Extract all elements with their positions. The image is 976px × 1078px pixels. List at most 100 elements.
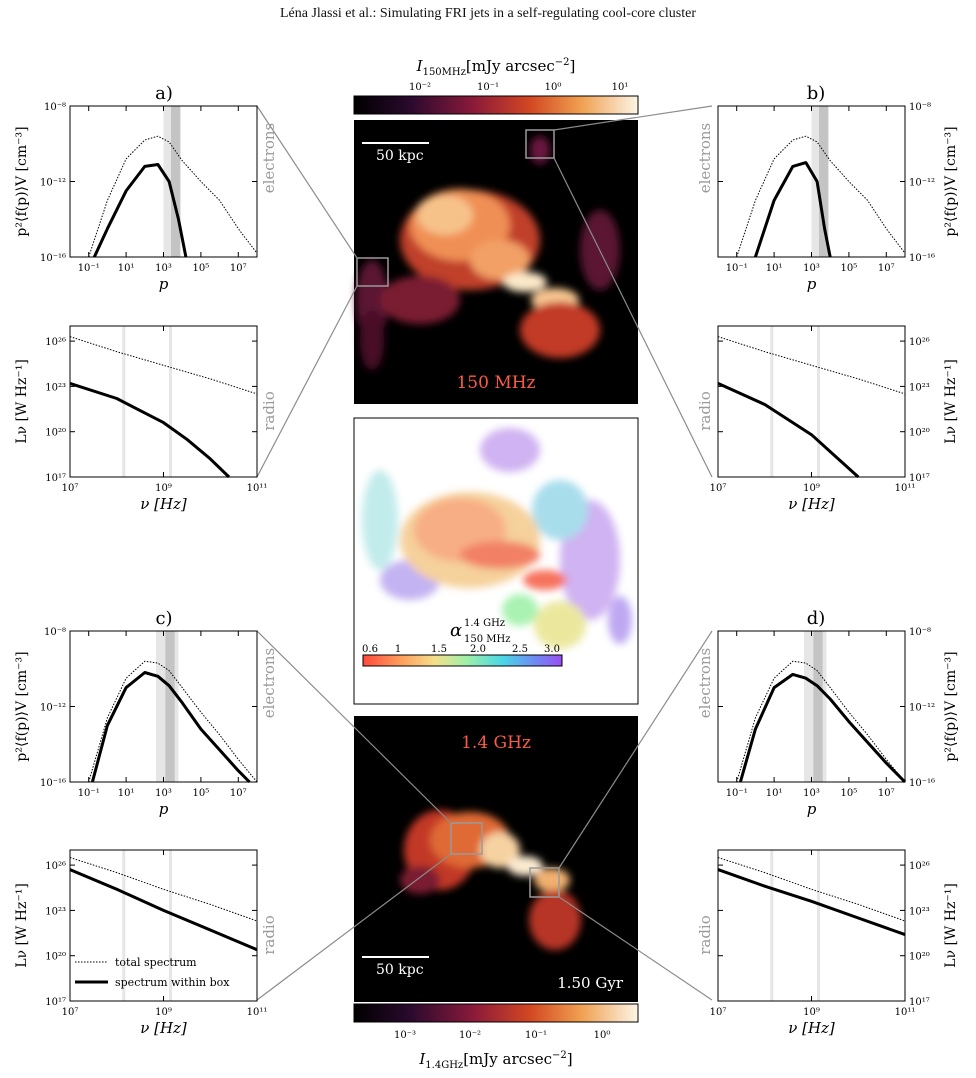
side-label: electrons: [260, 648, 278, 719]
panel-letter-a: a): [155, 83, 173, 104]
x-axis-label: p: [159, 275, 169, 293]
x-tick-label: 10⁷: [62, 483, 79, 494]
colorbar-bottom-tick-1: 10⁻²: [459, 1030, 481, 1041]
y-axis-label: p²⟨f(p)⟩V [cm⁻³]: [14, 126, 30, 236]
y-tick-label: 10²⁰: [45, 428, 66, 439]
y-tick-label: 10²³: [909, 906, 930, 917]
connector-c-top: [256, 630, 452, 824]
x-tick-label: 10¹¹: [895, 483, 916, 494]
x-tick-label: 10⁹: [803, 483, 820, 494]
x-tick-label: 10⁵: [193, 788, 210, 799]
x-axis-label: ν [Hz]: [140, 1019, 187, 1037]
side-label: radio: [696, 391, 714, 431]
region-box-d: [529, 867, 560, 898]
y-tick-label: 10⁻¹⁶: [909, 778, 935, 789]
subplot-c-radio: 10⁷ 10⁹ 10¹¹ 10²⁶ 10²³ 10²⁰ 10¹⁷ ν [Hz] Lν [W Hz…: [14, 849, 278, 1037]
x-axis-label: p: [159, 800, 169, 818]
connector-b-top: [553, 105, 713, 131]
spectral-index-map: α 1.4 GHz 150 MHz 0.6 1 1.5 2.0 2.5 3.0: [353, 417, 639, 705]
spectral-tick-0: 0.6: [362, 644, 378, 655]
y-tick-label: 10⁻⁸: [44, 102, 66, 113]
subplot-c-electrons: 10⁻¹ 10¹ 10³ 10⁵ 10⁷ 10⁻⁸ 10⁻¹² 10⁻¹⁶ p p²⟨f(p)⟩V…: [14, 627, 278, 818]
x-tick-label: 10⁷: [62, 1007, 79, 1018]
y-tick-label: 10²⁰: [909, 428, 930, 439]
x-tick-label: 10¹: [118, 788, 135, 799]
x-tick-label: 10⁷: [710, 1007, 727, 1018]
spectral-tick-3: 2.0: [470, 644, 486, 655]
colorbar-bottom-tick-0: 10⁻³: [394, 1030, 416, 1041]
running-head: Léna Jlassi et al.: Simulating FRI jets …: [279, 6, 696, 21]
y-tick-label: 10²⁶: [909, 861, 930, 872]
side-label: electrons: [696, 123, 714, 194]
colorbar-bottom: 10⁻³ 10⁻² 10⁻¹ 10⁰ I1.4GHz[mJy arcsec−2]: [353, 1003, 639, 1071]
y-tick-label: 10⁻⁸: [909, 102, 931, 113]
x-tick-label: 10³: [803, 263, 820, 274]
map-1p4ghz: 1.4 GHz 50 kpc 1.50 Gyr: [354, 716, 638, 1002]
y-tick-label: 10⁻¹⁶: [40, 253, 66, 264]
energy-band: [170, 106, 181, 257]
subplot-b-radio: 10⁷ 10⁹ 10¹¹ 10²⁶ 10²³ 10²⁰ 10¹⁷ ν [Hz] Lν [W Hz…: [696, 325, 959, 513]
plot-frame: [69, 325, 258, 478]
x-tick-label: 10⁷: [710, 483, 727, 494]
x-tick-label: 10⁷: [878, 263, 895, 274]
colorbar-top-label: I150MHz[mJy arcsec−2]: [416, 57, 576, 78]
total-spectrum-line: [717, 336, 906, 395]
y-tick-label: 10²³: [45, 906, 66, 917]
plot-frame: [717, 325, 906, 478]
x-tick-label: 10¹¹: [247, 1007, 268, 1018]
y-tick-label: 10²⁶: [45, 861, 66, 872]
subplot-a-electrons: 10⁻¹ 10¹ 10³ 10⁵ 10⁷ 10⁻⁸ 10⁻¹² 10⁻¹⁶ p p²⟨f(p)⟩V…: [14, 102, 278, 293]
x-tick-label: 10⁹: [155, 1007, 172, 1018]
colorbar-top-tick-3: 10¹: [612, 82, 629, 93]
box-spectrum-line: [90, 671, 251, 784]
x-tick-label: 10⁷: [230, 263, 247, 274]
subplot-d-electrons: 10⁻¹ 10¹ 10³ 10⁵ 10⁷ 10⁻⁸ 10⁻¹² 10⁻¹⁶ p p²⟨f(p)⟩V…: [696, 627, 959, 818]
spectral-tick-2: 1.5: [431, 644, 447, 655]
x-tick-label: 10⁻¹: [726, 788, 748, 799]
spectral-label-sup: 1.4 GHz: [464, 618, 505, 629]
time-label: 1.50 Gyr: [557, 974, 624, 992]
panel-letter-d: d): [807, 608, 826, 629]
frequency-band: [169, 850, 173, 1001]
x-tick-label: 10⁵: [841, 263, 858, 274]
total-spectrum-line: [736, 135, 906, 258]
y-axis-label: p²⟨f(p)⟩V [cm⁻³]: [14, 651, 30, 761]
colorbar-bottom-tick-2: 10⁻¹: [525, 1030, 547, 1041]
y-tick-label: 10²⁶: [909, 337, 930, 348]
freq-label-top: 150 MHz: [456, 373, 535, 393]
spectral-map-emission: [362, 428, 632, 649]
y-tick-label: 10⁻¹²: [40, 703, 66, 714]
x-axis-label: ν [Hz]: [788, 495, 835, 513]
x-tick-label: 10¹: [766, 263, 783, 274]
x-tick-label: 10⁻¹: [78, 263, 100, 274]
subplot-d-radio: 10⁷ 10⁹ 10¹¹ 10²⁶ 10²³ 10²⁰ 10¹⁷ ν [Hz] Lν [W Hz…: [696, 849, 959, 1037]
y-tick-label: 10⁻¹²: [909, 703, 935, 714]
colorbar-top-tick-2: 10⁰: [545, 82, 562, 93]
region-box-c: [450, 822, 483, 855]
panel-letter-b: b): [807, 83, 826, 104]
colorbar-bottom-bar: [353, 1003, 639, 1023]
connector-lines: [256, 105, 713, 1001]
total-spectrum-line: [736, 660, 906, 783]
x-tick-label: 10⁷: [878, 788, 895, 799]
y-tick-label: 10⁻¹²: [909, 178, 935, 189]
region-box-b: [525, 129, 555, 159]
connector-d-bottom: [558, 896, 713, 1001]
connector-a-top: [256, 105, 358, 259]
connector-b-bottom: [553, 157, 713, 478]
spectral-label-sub: 150 MHz: [464, 634, 511, 645]
region-box-a: [356, 257, 389, 287]
y-tick-label: 10⁻¹²: [40, 178, 66, 189]
y-tick-label: 10²³: [45, 382, 66, 393]
freq-label-bottom: 1.4 GHz: [461, 733, 531, 753]
legend-total-label: total spectrum: [115, 956, 197, 969]
map-150mhz: 50 kpc 150 MHz: [354, 120, 638, 404]
side-label: radio: [260, 915, 278, 955]
box-spectrum-line: [738, 672, 907, 784]
box-spectrum-line: [92, 163, 188, 258]
x-tick-label: 10⁻¹: [726, 263, 748, 274]
box-spectrum-line: [717, 868, 906, 937]
box-spectrum-line: [69, 381, 231, 479]
total-spectrum-line: [88, 135, 258, 258]
y-tick-label: 10²³: [909, 382, 930, 393]
